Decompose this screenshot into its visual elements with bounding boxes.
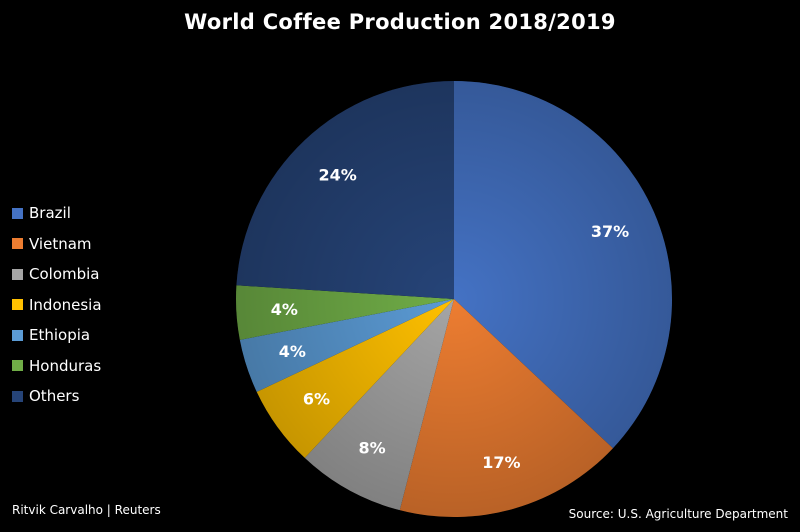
legend: Brazil Vietnam Colombia Indonesia Ethiopia Ho… [12,198,102,412]
pie-slice-others [236,81,454,299]
legend-swatch [12,238,23,250]
legend-label: Honduras [29,356,102,375]
legend-label: Ethiopia [29,326,91,345]
legend-item-vietnam: Vietnam [12,229,102,260]
legend-label: Vietnam [29,234,92,253]
data-label-colombia: 8% [358,439,385,458]
legend-item-indonesia: Indonesia [12,290,102,321]
legend-item-honduras: Honduras [12,351,102,382]
legend-item-brazil: Brazil [12,198,102,229]
legend-item-colombia: Colombia [12,259,102,290]
data-label-ethiopia: 4% [279,342,306,361]
data-label-honduras: 4% [271,300,298,319]
legend-item-ethiopia: Ethiopia [12,320,102,351]
legend-label: Others [29,387,80,406]
data-label-vietnam: 17% [482,453,520,472]
credit-text: Ritvik Carvalho | Reuters [12,503,161,517]
legend-label: Brazil [29,204,71,223]
data-label-brazil: 37% [591,222,629,241]
data-label-others: 24% [318,166,356,185]
legend-label: Indonesia [29,295,102,314]
legend-swatch [12,299,23,311]
legend-swatch [12,329,23,341]
chart-title: World Coffee Production 2018/2019 [184,10,616,34]
legend-label: Colombia [29,265,100,284]
legend-swatch [12,360,23,372]
legend-swatch [12,390,23,402]
legend-item-others: Others [12,381,102,412]
legend-swatch [12,268,23,280]
data-label-indonesia: 6% [303,389,330,408]
legend-swatch [12,207,23,219]
source-text: Source: U.S. Agriculture Department [568,507,788,521]
